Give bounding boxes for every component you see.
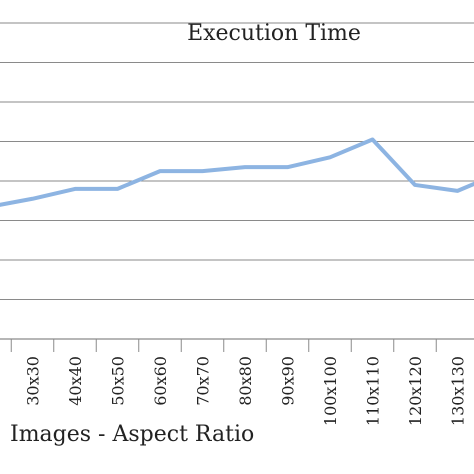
execution-time-line [0, 137, 474, 207]
x-tick-label: 130x130 [449, 356, 468, 426]
x-tick-label: 50x50 [109, 356, 128, 406]
series-layer [0, 137, 474, 207]
x-tick-label: 110x110 [364, 356, 383, 426]
x-tick-label: 60x60 [151, 356, 170, 406]
x-axis-title: Images - Aspect Ratio [10, 422, 254, 447]
x-tick-label: 90x90 [279, 356, 298, 406]
x-tick-label: 70x70 [194, 356, 213, 406]
x-axis-ticks: 20x2030x3040x4050x5060x6070x7080x8090x90… [10, 339, 468, 426]
gridlines [0, 22, 474, 300]
chart-title: Execution Time [187, 21, 361, 46]
x-tick-label: 30x30 [24, 356, 43, 406]
x-tick-label: 40x40 [66, 356, 85, 406]
x-tick-label: 80x80 [236, 356, 255, 406]
x-tick-label: 100x100 [321, 356, 340, 426]
x-tick-label: 120x120 [406, 356, 425, 426]
